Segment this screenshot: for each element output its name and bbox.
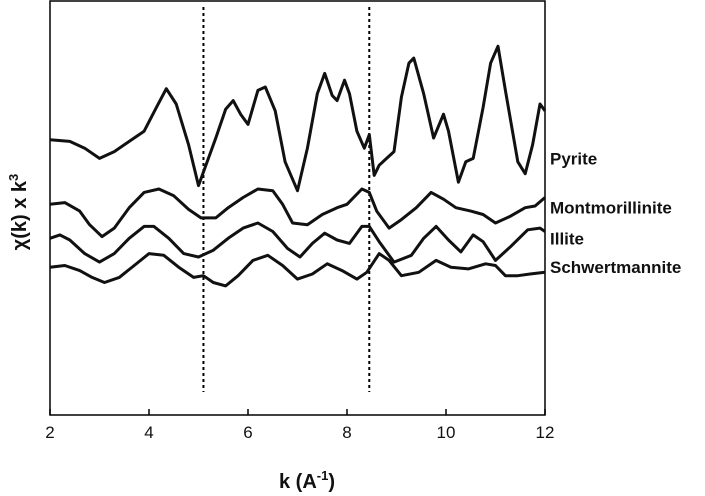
series-layer <box>49 44 547 288</box>
x-tick-label-8: 8 <box>342 423 351 442</box>
plot-frame <box>49 0 546 416</box>
series-label-pyrite: Pyrite <box>550 149 597 168</box>
series-line-pyrite <box>49 44 547 193</box>
series-label-schwertmannite: Schwertmannite <box>550 258 681 277</box>
x-tick-label-10: 10 <box>437 423 456 442</box>
x-tick-label-4: 4 <box>144 423 153 442</box>
series-line-montmorillinite <box>49 187 546 239</box>
series-label-montmorillinite: Montmorillinite <box>550 199 672 218</box>
series-label-illite: Illite <box>550 229 584 248</box>
reference-lines <box>202 7 371 392</box>
y-axis-title: χ(k) x k3 <box>6 174 31 251</box>
series-line-schwertmannite <box>49 252 546 288</box>
x-axis-title: k (A-1) <box>279 468 335 493</box>
series-labels: Pyrite Montmorillinite Illite Schwertmannit… <box>550 149 681 277</box>
x-tick-label-2: 2 <box>45 423 54 442</box>
x-tick-label-6: 6 <box>243 423 252 442</box>
x-tick-label-12: 12 <box>536 423 555 442</box>
series-line-illite <box>49 221 546 264</box>
x-axis-ticks: 2 4 6 8 10 12 <box>45 409 554 442</box>
